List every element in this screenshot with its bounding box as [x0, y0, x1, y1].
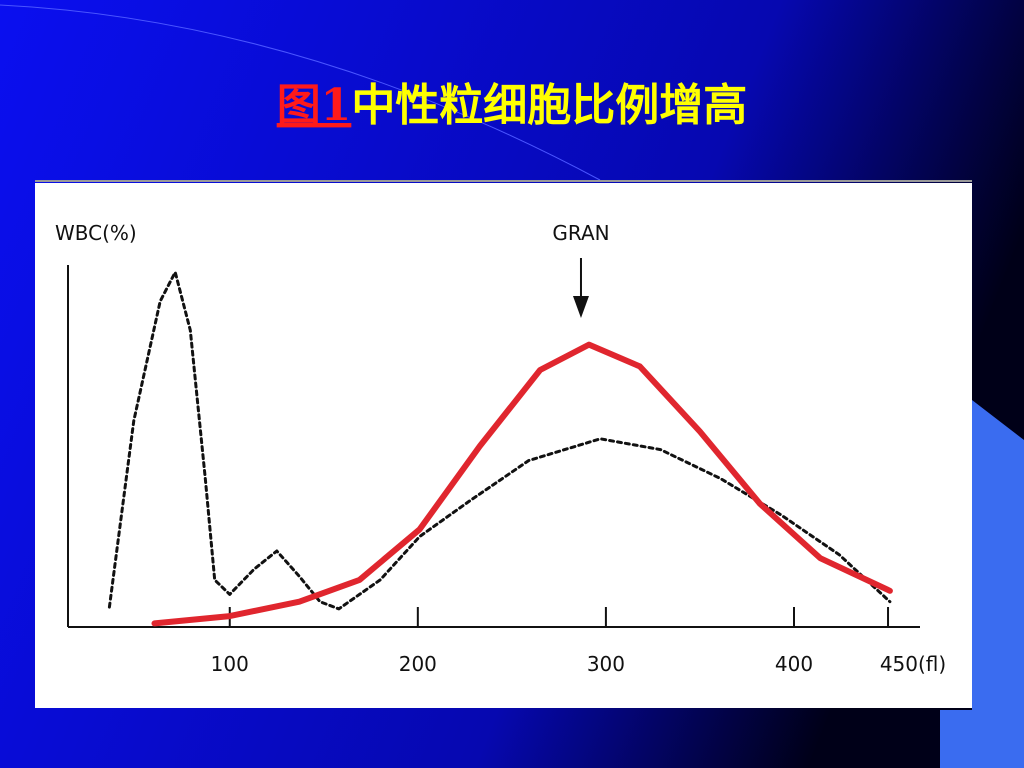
title-figure-label: 图1 — [277, 80, 352, 131]
chart-panel — [35, 183, 972, 708]
x-tick-label: 450(fl) — [880, 652, 946, 676]
x-tick-label: 400 — [775, 652, 813, 676]
x-tick-label: 200 — [399, 652, 437, 676]
decor-curve — [0, 4, 601, 181]
plot: 100 200 300 400 450(fl) GRAN — [67, 221, 946, 676]
title-text: 中性粒细胞比例增高 — [351, 80, 747, 131]
data-line — [151, 341, 893, 627]
annotation-label: GRAN — [552, 221, 609, 245]
annotation-arrowhead — [572, 296, 589, 318]
y-axis-label: WBC(%) — [55, 221, 137, 245]
slide-title: 图1中性粒细胞比例增高 — [277, 80, 748, 131]
x-tick-label: 300 — [587, 652, 625, 676]
data-line — [107, 270, 892, 611]
decor-shape — [940, 400, 1024, 768]
x-tick-label: 100 — [211, 652, 249, 676]
